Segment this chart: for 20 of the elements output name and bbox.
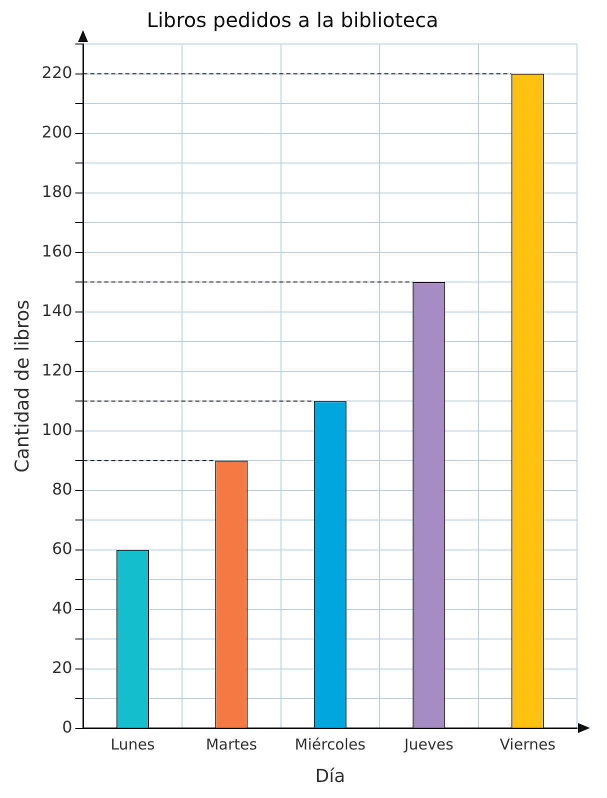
x-tick-label: Miércoles [294,735,366,754]
x-tick-label: Jueves [403,735,454,754]
y-axis-title: Cantidad de libros [11,300,34,473]
y-tick-label: 220 [42,62,72,82]
y-tick-label: 180 [42,182,72,201]
y-tick-label: 80 [52,480,72,499]
y-tick-label: 140 [42,300,72,320]
x-axis-title: Día [315,766,346,787]
chart-title: Libros pedidos a la biblioteca [146,8,438,32]
y-tick-label: 120 [42,360,72,380]
y-tick-label: 0 [62,718,72,737]
x-tick-label: Viernes [500,735,556,754]
x-tick-label: Martes [206,735,258,754]
y-tick-label: 200 [42,122,72,142]
y-tick-label: 20 [52,658,72,678]
y-tick-label: 160 [42,241,72,260]
y-tick-label: 60 [52,539,72,558]
y-tick-label: 40 [52,598,72,618]
x-tick-label: Lunes [110,735,155,754]
y-tick-label: 100 [42,420,72,439]
